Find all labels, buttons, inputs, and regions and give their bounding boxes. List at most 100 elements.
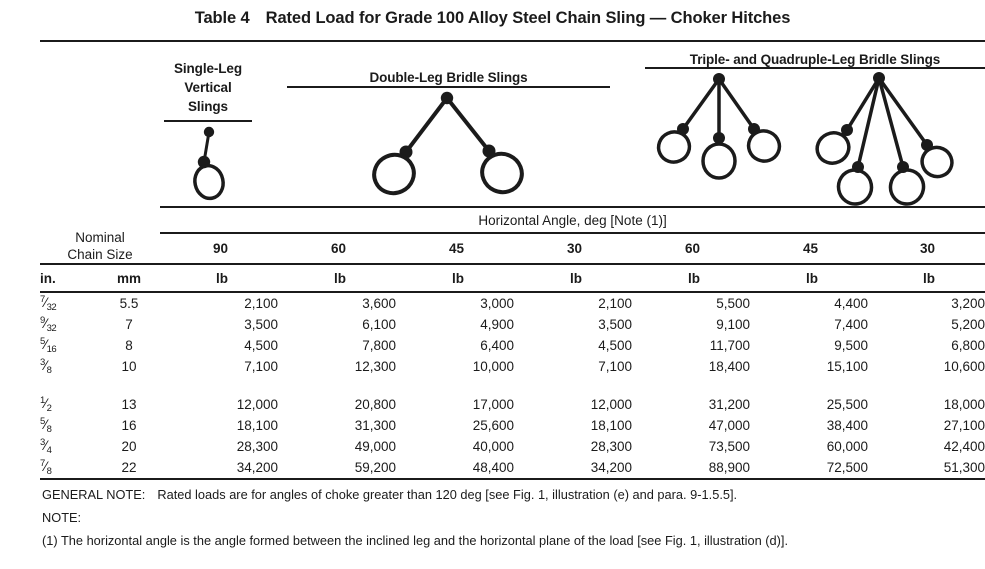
rated-load-cell: 9,500 <box>834 338 869 353</box>
fraction: 7⁄8 <box>40 458 52 477</box>
note-1: (1) The horizontal angle is the angle fo… <box>42 533 788 548</box>
unit-header-lb: lb <box>632 263 751 293</box>
double-leg-sling-illustration <box>372 91 524 196</box>
angle-column-header: 30 <box>566 241 583 256</box>
fraction: 9⁄32 <box>40 315 57 334</box>
angle-header-row: 90 60 45 30 60 45 30 <box>40 233 985 264</box>
table-row: 5⁄8 16 18,100 31,300 25,600 18,100 47,000 38,40… <box>40 415 985 436</box>
note-label: NOTE: <box>42 510 82 525</box>
chain-size-in-cell: 7⁄8 <box>40 457 98 479</box>
triple-quad-header-underline <box>645 67 985 69</box>
single-leg-header-line: Single-Leg <box>173 61 242 76</box>
table-row: 3⁄4 20 28,300 49,000 40,000 28,300 73,500 60,00… <box>40 436 985 457</box>
rated-load-cell: 73,500 <box>708 439 751 454</box>
rated-load-cell: 10,600 <box>943 359 985 374</box>
unit-header-lb: lb <box>750 263 869 293</box>
rated-load-cell: 27,100 <box>943 418 985 433</box>
chain-size-mm-cell: 22 <box>121 460 137 475</box>
rated-load-cell: 10,000 <box>472 359 515 374</box>
rated-load-cell: 4,500 <box>244 338 279 353</box>
table-row: 7⁄32 5.5 2,100 3,600 3,000 2,100 5,500 4,400 3,2… <box>40 292 985 314</box>
rated-load-cell: 18,100 <box>236 418 279 433</box>
angle-column-header: 45 <box>448 241 465 256</box>
rated-load-cell: 7,800 <box>362 338 397 353</box>
nominal-chain-size-line: Nominal <box>75 230 125 245</box>
fraction: 5⁄16 <box>40 336 57 355</box>
table-caption: Rated Load for Grade 100 Alloy Steel Cha… <box>265 9 791 27</box>
nominal-chain-size-line: Chain Size <box>67 247 133 262</box>
fraction: 7⁄32 <box>40 294 57 313</box>
rated-load-cell: 5,200 <box>951 317 985 332</box>
rated-load-cell: 51,300 <box>943 460 985 475</box>
single-leg-header-line: Slings <box>188 99 228 114</box>
fraction: 1⁄2 <box>40 395 52 414</box>
chain-size-mm-cell: 16 <box>121 418 137 433</box>
rated-load-cell: 3,200 <box>951 296 985 311</box>
rated-load-cell: 59,200 <box>354 460 397 475</box>
angle-column-header: 90 <box>212 241 229 256</box>
rated-load-cell: 7,100 <box>244 359 279 374</box>
single-leg-sling-illustration <box>193 126 225 201</box>
double-leg-header-underline <box>287 86 610 88</box>
rated-load-cell: 47,000 <box>708 418 751 433</box>
rated-load-cell: 4,500 <box>598 338 633 353</box>
rated-load-cell: 18,000 <box>943 397 985 412</box>
rated-load-cell: 38,400 <box>826 418 869 433</box>
horizontal-angle-header: Horizontal Angle, deg [Note (1)] <box>160 206 985 234</box>
table-row: 7⁄8 22 34,200 59,200 48,400 34,200 88,900 72,50… <box>40 457 985 479</box>
rated-load-cell: 42,400 <box>943 439 985 454</box>
chain-size-in-cell: 7⁄32 <box>40 292 98 314</box>
chain-size-in-cell: 3⁄8 <box>40 356 98 377</box>
general-note-label: GENERAL NOTE: <box>42 487 146 502</box>
rated-load-cell: 15,100 <box>826 359 869 374</box>
chain-size-mm-cell: 8 <box>125 338 133 353</box>
rated-load-cell: 60,000 <box>826 439 869 454</box>
chain-size-in-cell: 9⁄32 <box>40 314 98 335</box>
chain-size-mm-cell: 5.5 <box>119 296 139 311</box>
rated-load-cell: 28,300 <box>236 439 279 454</box>
rated-load-table: Nominal Chain Size Horizontal Angle, deg… <box>40 206 985 480</box>
group-spacer-row <box>40 377 985 394</box>
rated-load-cell: 49,000 <box>354 439 397 454</box>
angle-column-header: 45 <box>802 241 819 256</box>
rated-load-cell: 3,000 <box>480 296 515 311</box>
title-rule <box>40 40 985 42</box>
rated-load-cell: 25,500 <box>826 397 869 412</box>
rated-load-cell: 48,400 <box>472 460 515 475</box>
double-leg-group-header: Double-Leg Bridle Slings <box>369 70 528 85</box>
rated-load-cell: 12,000 <box>590 397 633 412</box>
rated-load-cell: 6,800 <box>951 338 985 353</box>
single-leg-header-line: Vertical <box>184 80 232 95</box>
table-body: 7⁄32 5.5 2,100 3,600 3,000 2,100 5,500 4,400 3,2… <box>40 292 985 479</box>
rated-load-cell: 3,500 <box>598 317 633 332</box>
angle-column-header: 30 <box>920 241 936 256</box>
rated-load-cell: 88,900 <box>708 460 751 475</box>
chain-size-mm-cell: 7 <box>125 317 133 332</box>
single-leg-header-underline <box>164 120 252 122</box>
angle-column-header: 60 <box>330 241 347 256</box>
rated-load-cell: 40,000 <box>472 439 515 454</box>
rated-load-cell: 9,100 <box>716 317 751 332</box>
fraction: 3⁄4 <box>40 437 52 456</box>
rated-load-cell: 34,200 <box>236 460 279 475</box>
rated-load-cell: 72,500 <box>826 460 869 475</box>
rated-load-cell: 20,800 <box>354 397 397 412</box>
rated-load-cell: 28,300 <box>590 439 633 454</box>
unit-header-mm: mm <box>98 263 161 293</box>
chain-size-in-cell: 5⁄8 <box>40 415 98 436</box>
unit-header-lb: lb <box>278 263 397 293</box>
rated-load-cell: 12,300 <box>354 359 397 374</box>
rated-load-cell: 31,200 <box>708 397 751 412</box>
rated-load-cell: 11,700 <box>709 338 751 353</box>
rated-load-cell: 2,100 <box>244 296 279 311</box>
rated-load-cell: 7,400 <box>834 317 869 332</box>
chain-size-in-cell: 1⁄2 <box>40 394 98 415</box>
general-note: GENERAL NOTE: Rated loads are for angles … <box>42 487 972 502</box>
chain-size-in-cell: 3⁄4 <box>40 436 98 457</box>
table-row: 9⁄32 7 3,500 6,100 4,900 3,500 9,100 7,400 5,200 <box>40 314 985 335</box>
table-row: 3⁄8 10 7,100 12,300 10,000 7,100 18,400 15,100 1… <box>40 356 985 377</box>
rated-load-cell: 3,600 <box>362 296 397 311</box>
table-row: 1⁄2 13 12,000 20,800 17,000 12,000 31,200 25,50… <box>40 394 985 415</box>
fraction: 3⁄8 <box>40 357 52 376</box>
